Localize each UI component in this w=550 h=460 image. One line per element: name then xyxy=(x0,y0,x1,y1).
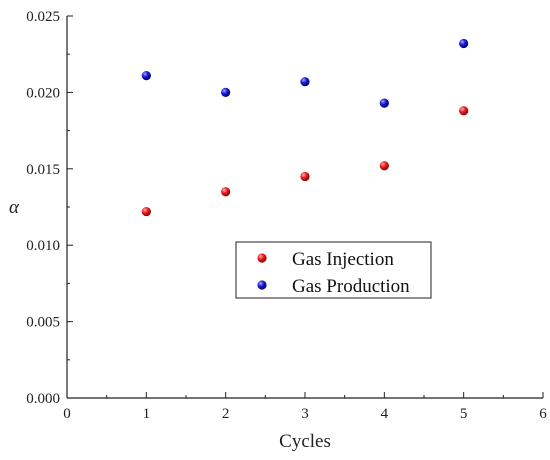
legend-box xyxy=(235,241,432,299)
x-axis-title: Cycles xyxy=(279,431,331,452)
data-point-gas-injection xyxy=(141,206,151,217)
x-tick-label: 5 xyxy=(460,406,468,422)
y-tick-label: 0.010 xyxy=(26,238,60,254)
axes xyxy=(66,16,543,399)
y-tick-label: 0.000 xyxy=(26,391,60,407)
data-points xyxy=(141,38,469,217)
legend-label-0: Gas Injection xyxy=(292,249,394,270)
ticks: 0 1 2 3 4 5 6 0.000 0.005 0.010 0.015 0.020 0.025 xyxy=(26,9,547,422)
y-axis-title: α xyxy=(9,197,20,218)
y-tick-label: 0.015 xyxy=(26,162,60,178)
legend: Gas Injection Gas Production xyxy=(235,241,432,299)
data-point-gas-injection xyxy=(221,187,231,197)
y-tick-label: 0.020 xyxy=(26,85,60,101)
legend-marker-0 xyxy=(257,253,267,263)
data-point-gas-injection xyxy=(379,161,389,171)
data-point-gas-production xyxy=(221,87,231,97)
x-tick-label: 6 xyxy=(539,406,547,422)
x-tick-label: 3 xyxy=(301,406,309,422)
x-tick-label: 2 xyxy=(222,406,230,422)
legend-label-1: Gas Production xyxy=(292,276,410,297)
data-point-gas-injection xyxy=(300,171,310,182)
data-point-gas-production xyxy=(379,98,389,108)
y-tick-label: 0.025 xyxy=(26,9,60,25)
legend-marker-1 xyxy=(257,280,267,290)
x-tick-label: 1 xyxy=(143,406,151,422)
data-point-gas-production xyxy=(459,38,469,49)
x-tick-label: 0 xyxy=(63,406,71,422)
y-tick-label: 0.005 xyxy=(26,315,60,331)
data-point-gas-production xyxy=(300,77,310,87)
data-point-gas-injection xyxy=(459,106,469,116)
data-point-gas-production xyxy=(141,70,151,81)
x-tick-label: 4 xyxy=(381,406,389,422)
